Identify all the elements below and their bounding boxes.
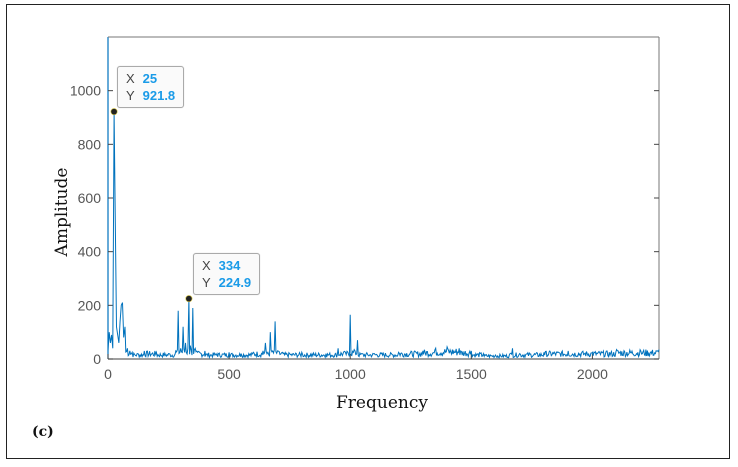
x-tick-label: 500 bbox=[217, 366, 241, 382]
x-axis-label: Frequency bbox=[336, 393, 428, 413]
y-tick-label: 600 bbox=[78, 190, 102, 206]
datatip-x-key: X bbox=[126, 71, 135, 86]
y-axis-label: Amplitude bbox=[52, 167, 72, 257]
panel-label: (c) bbox=[32, 424, 54, 440]
datatip-y-key: Y bbox=[126, 88, 135, 103]
y-tick-label: 800 bbox=[78, 136, 102, 152]
datatip-marker bbox=[110, 108, 118, 116]
datatip-x-key: X bbox=[202, 258, 211, 273]
datatip-y-value: 921.8 bbox=[142, 88, 176, 103]
y-tick-label: 200 bbox=[78, 297, 102, 313]
datatip-y-key: Y bbox=[202, 275, 211, 290]
datatip-marker bbox=[185, 295, 193, 303]
datatip-x-value: 334 bbox=[218, 258, 241, 273]
x-tick-label: 0 bbox=[104, 366, 112, 382]
datatip-y-value: 224.9 bbox=[218, 275, 252, 290]
spectrum-line bbox=[107, 111, 660, 360]
datatip-peak-2[interactable]: X 334 Y 224.9 bbox=[193, 253, 261, 295]
x-tick-label: 1000 bbox=[335, 366, 366, 382]
datatip-peak-1[interactable]: X 25 Y 921.8 bbox=[117, 66, 185, 108]
x-tick-label: 2000 bbox=[577, 366, 608, 382]
datatip-x-value: 25 bbox=[142, 71, 158, 86]
y-tick-label: 400 bbox=[78, 244, 102, 260]
figure-frame bbox=[6, 4, 730, 459]
y-tick-label: 1000 bbox=[70, 83, 101, 99]
x-tick-label: 1500 bbox=[456, 366, 487, 382]
y-tick-label: 0 bbox=[93, 351, 101, 367]
